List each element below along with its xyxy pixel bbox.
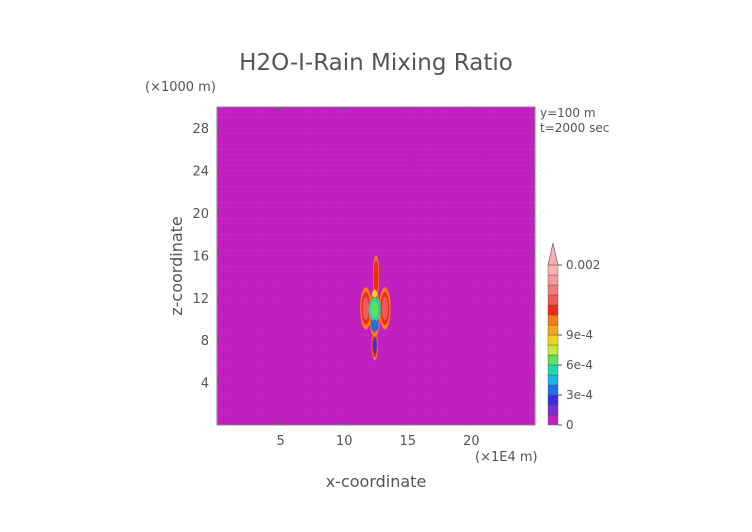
- x-tick-label: 5: [276, 434, 284, 449]
- y-tick-label: 24: [192, 165, 209, 180]
- rain-features: [360, 255, 391, 361]
- colorbar-band: [547, 344, 559, 356]
- y-axis-label: z-coordinate: [167, 216, 186, 316]
- colorbar-band: [547, 304, 559, 316]
- x-tick-label: 15: [400, 434, 417, 449]
- heatmap-cell: [381, 296, 389, 321]
- colorbar-band: [547, 354, 559, 366]
- heatmap-cell: [374, 264, 378, 289]
- colorbar-band: [547, 364, 559, 376]
- colorbar-band: [547, 314, 559, 326]
- heatmap-cell: [371, 301, 379, 318]
- colorbar-band: [547, 394, 559, 406]
- y-tick-label: 28: [192, 122, 209, 137]
- heatmap-cell: [370, 319, 379, 332]
- colorbar-tick-label: 0.002: [566, 258, 600, 272]
- plot-area: 5 10 15 20 4 8 12 16 20 24 28: [192, 106, 536, 449]
- colorbar: 0.002 9e-4 6e-4 3e-4 0: [547, 242, 600, 432]
- colorbar-band: [547, 294, 559, 306]
- colorbar-band: [547, 264, 559, 276]
- colorbar-tick-label: 3e-4: [566, 388, 593, 402]
- y-axis: 4 8 12 16 20 24 28: [192, 122, 535, 392]
- heatmap-cell: [372, 289, 378, 298]
- heatmap-cell: [372, 337, 377, 354]
- y-tick-label: 20: [192, 207, 209, 222]
- colorbar-band: [547, 414, 559, 426]
- colorbar-band: [547, 324, 559, 336]
- y-unit-label: (×1000 m): [145, 80, 216, 95]
- heatmap-cell: [362, 296, 369, 321]
- y-tick-label: 16: [192, 249, 209, 264]
- colorbar-tick-label: 0: [566, 418, 574, 432]
- y-tick-label: 4: [201, 377, 209, 392]
- colorbar-band: [547, 384, 559, 396]
- chart-title: H2O-I-Rain Mixing Ratio: [239, 50, 513, 76]
- annotation-y: y=100 m: [540, 106, 596, 120]
- annotation-t: t=2000 sec: [540, 121, 609, 135]
- colorbar-tick-label: 6e-4: [566, 358, 593, 372]
- colorbar-tick-label: 9e-4: [566, 328, 593, 342]
- x-unit-label: (×1E4 m): [475, 450, 538, 465]
- colorbar-band: [547, 374, 559, 386]
- colorbar-band: [547, 404, 559, 416]
- x-axis: 5 10 15 20: [276, 107, 480, 449]
- colorbar-band: [547, 274, 559, 286]
- x-tick-label: 20: [463, 434, 480, 449]
- x-axis-label: x-coordinate: [326, 472, 427, 491]
- colorbar-band: [547, 284, 559, 296]
- y-tick-label: 12: [192, 292, 209, 307]
- x-tick-label: 10: [336, 434, 353, 449]
- colorbar-band: [547, 334, 559, 346]
- colorbar-extend-arrow: [547, 242, 559, 266]
- y-tick-label: 8: [201, 334, 209, 349]
- plot-frame: [216, 106, 536, 426]
